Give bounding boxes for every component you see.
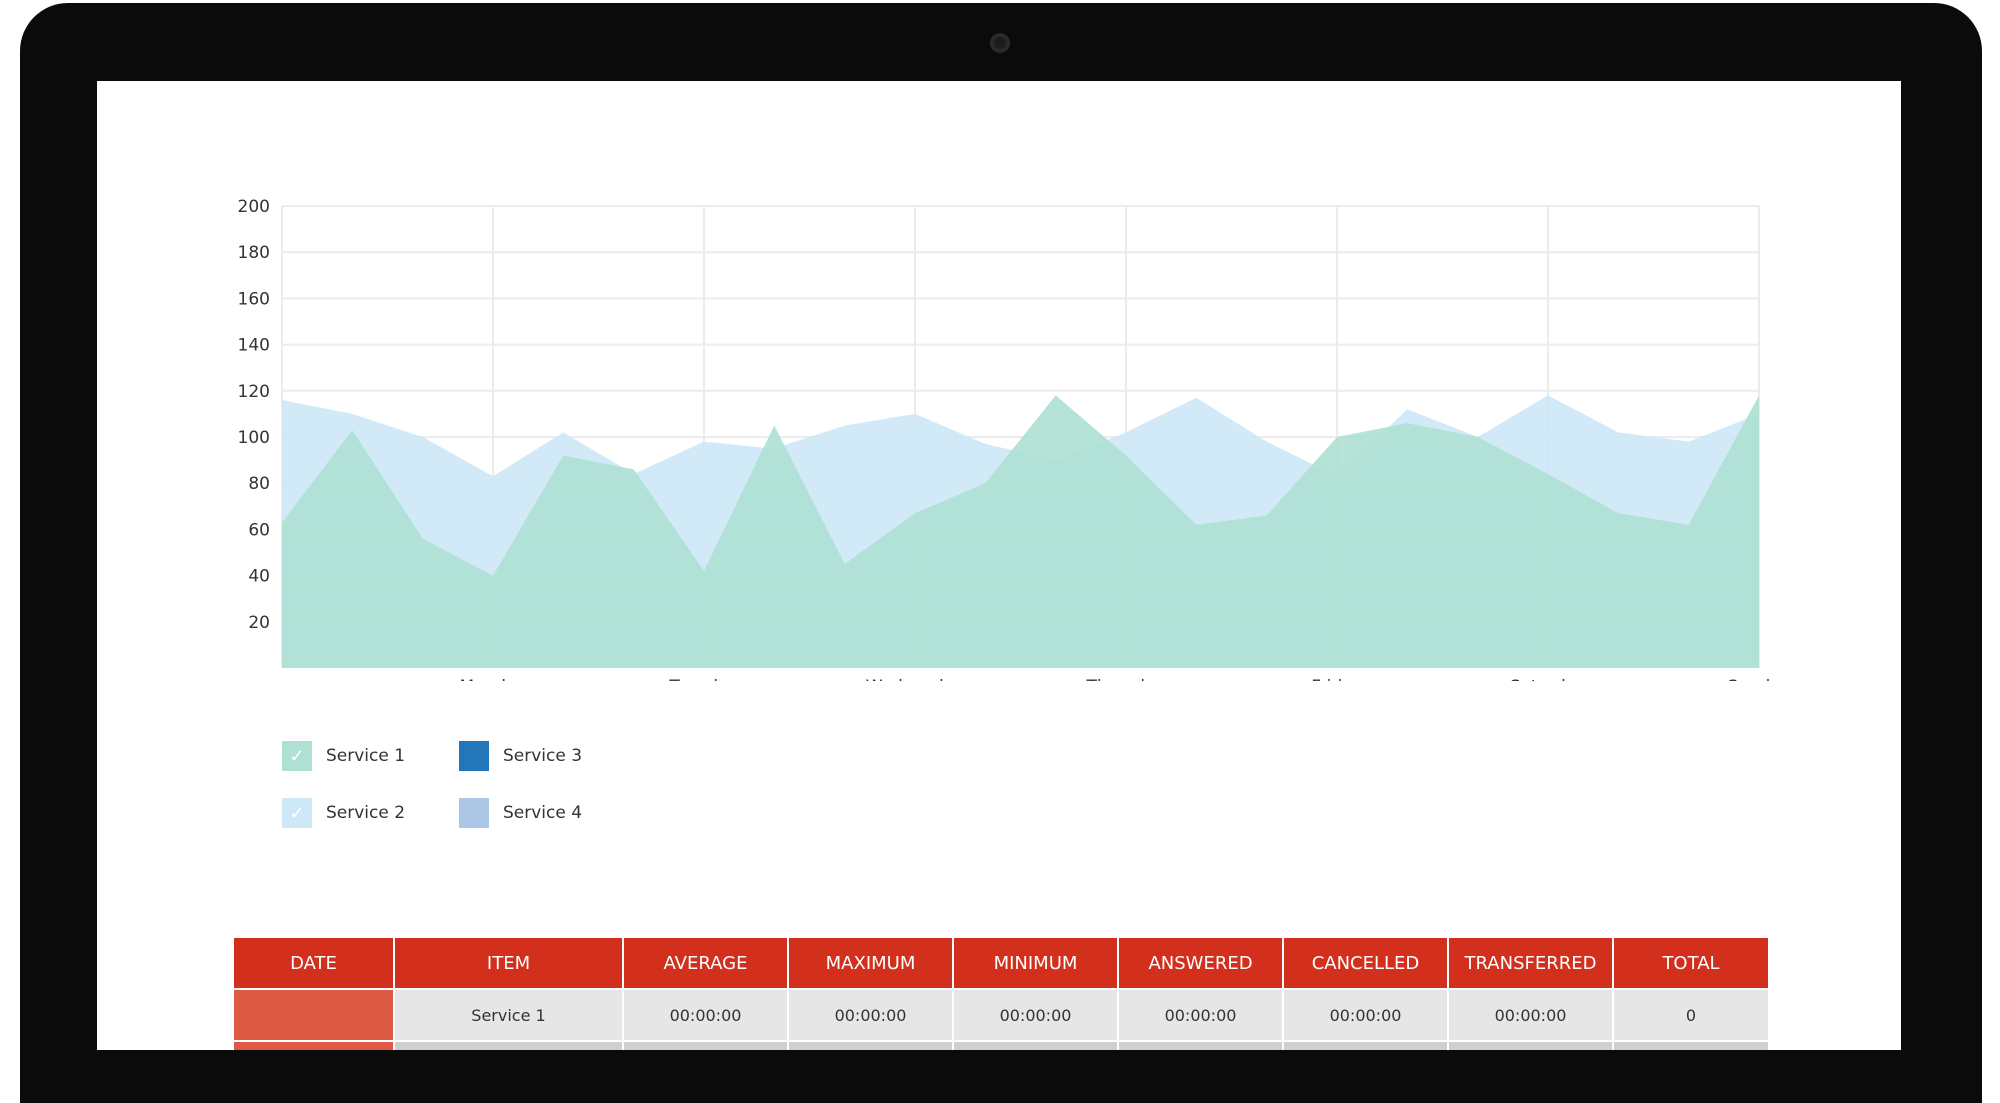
dashboard-screen: 20 40 60 80 100 120 140 160 180 200 Monday Tuesday W… xyxy=(97,81,1901,1050)
x-tick-label: Thursday xyxy=(1085,677,1165,681)
legend-label: Service 4 xyxy=(503,803,583,823)
column-header-date[interactable]: DATE xyxy=(234,938,395,990)
column-header-transferred[interactable]: TRANSFERRED xyxy=(1448,938,1614,990)
y-tick-label: 140 xyxy=(238,336,270,356)
column-header-total[interactable]: TOTAL xyxy=(1613,938,1770,990)
area-chart: 20 40 60 80 100 120 140 160 180 200 Monday Tuesday W… xyxy=(238,197,1791,681)
chart-legend: ✓ Service 1 ✓ Service 2 Service 3 Servic… xyxy=(282,741,682,851)
color-swatch[interactable] xyxy=(459,798,489,828)
total-cell xyxy=(1613,1041,1770,1050)
legend-label: Service 1 xyxy=(326,746,406,766)
column-header-maximum[interactable]: MAXIMUM xyxy=(788,938,954,990)
legend-item-service-3[interactable]: Service 3 xyxy=(459,741,582,771)
cancelled-cell xyxy=(1283,1041,1449,1050)
legend-item-service-2[interactable]: ✓ Service 2 xyxy=(282,798,405,828)
item-cell: Service 1 xyxy=(394,989,624,1042)
column-header-average[interactable]: AVERAGE xyxy=(623,938,789,990)
y-tick-label: 200 xyxy=(238,197,270,217)
y-tick-label: 40 xyxy=(248,567,270,587)
y-tick-label: 120 xyxy=(238,382,270,402)
x-tick-label: Sunday xyxy=(1727,677,1791,681)
checkbox-icon[interactable]: ✓ xyxy=(282,798,312,828)
answered-cell: 00:00:00 xyxy=(1118,989,1284,1042)
column-header-answered[interactable]: ANSWERED xyxy=(1118,938,1284,990)
item-cell xyxy=(394,1041,624,1050)
table-row[interactable] xyxy=(234,1041,1770,1050)
camera-icon xyxy=(990,33,1010,53)
average-cell: 00:00:00 xyxy=(623,989,789,1042)
table-header-row: DATE ITEM AVERAGE MAXIMUM MINIMUM ANSWER… xyxy=(234,938,1770,990)
answered-cell xyxy=(1118,1041,1284,1050)
total-cell: 0 xyxy=(1613,989,1770,1042)
column-header-minimum[interactable]: MINIMUM xyxy=(953,938,1119,990)
x-tick-label: Friday xyxy=(1311,677,1363,681)
average-cell xyxy=(623,1041,789,1050)
minimum-cell xyxy=(953,1041,1119,1050)
maximum-cell: 00:00:00 xyxy=(788,989,954,1042)
x-tick-label: Monday xyxy=(459,677,526,681)
table-row[interactable]: Service 1 00:00:00 00:00:00 00:00:00 00:… xyxy=(234,989,1770,1042)
report-table: DATE ITEM AVERAGE MAXIMUM MINIMUM ANSWER… xyxy=(234,938,1770,1050)
y-tick-label: 160 xyxy=(238,289,270,309)
y-tick-label: 180 xyxy=(238,243,270,263)
color-swatch[interactable] xyxy=(459,741,489,771)
checkbox-icon[interactable]: ✓ xyxy=(282,741,312,771)
legend-item-service-1[interactable]: ✓ Service 1 xyxy=(282,741,405,771)
column-header-cancelled[interactable]: CANCELLED xyxy=(1283,938,1449,990)
area-series-service-1 xyxy=(282,395,1759,668)
x-tick-label: Tuesday xyxy=(668,677,738,681)
legend-item-service-4[interactable]: Service 4 xyxy=(459,798,582,828)
transferred-cell: 00:00:00 xyxy=(1448,989,1614,1042)
transferred-cell xyxy=(1448,1041,1614,1050)
legend-label: Service 2 xyxy=(326,803,406,823)
y-tick-label: 60 xyxy=(248,520,270,540)
x-tick-label: Wednesday xyxy=(866,677,964,681)
date-cell xyxy=(234,1041,395,1050)
legend-label: Service 3 xyxy=(503,746,583,766)
minimum-cell: 00:00:00 xyxy=(953,989,1119,1042)
maximum-cell xyxy=(788,1041,954,1050)
column-header-item[interactable]: ITEM xyxy=(394,938,624,990)
y-tick-label: 80 xyxy=(248,474,270,494)
y-tick-label: 100 xyxy=(238,428,270,448)
date-cell xyxy=(234,989,395,1042)
cancelled-cell: 00:00:00 xyxy=(1283,989,1449,1042)
x-tick-label: Saturday xyxy=(1510,677,1587,681)
y-tick-label: 20 xyxy=(248,613,270,633)
